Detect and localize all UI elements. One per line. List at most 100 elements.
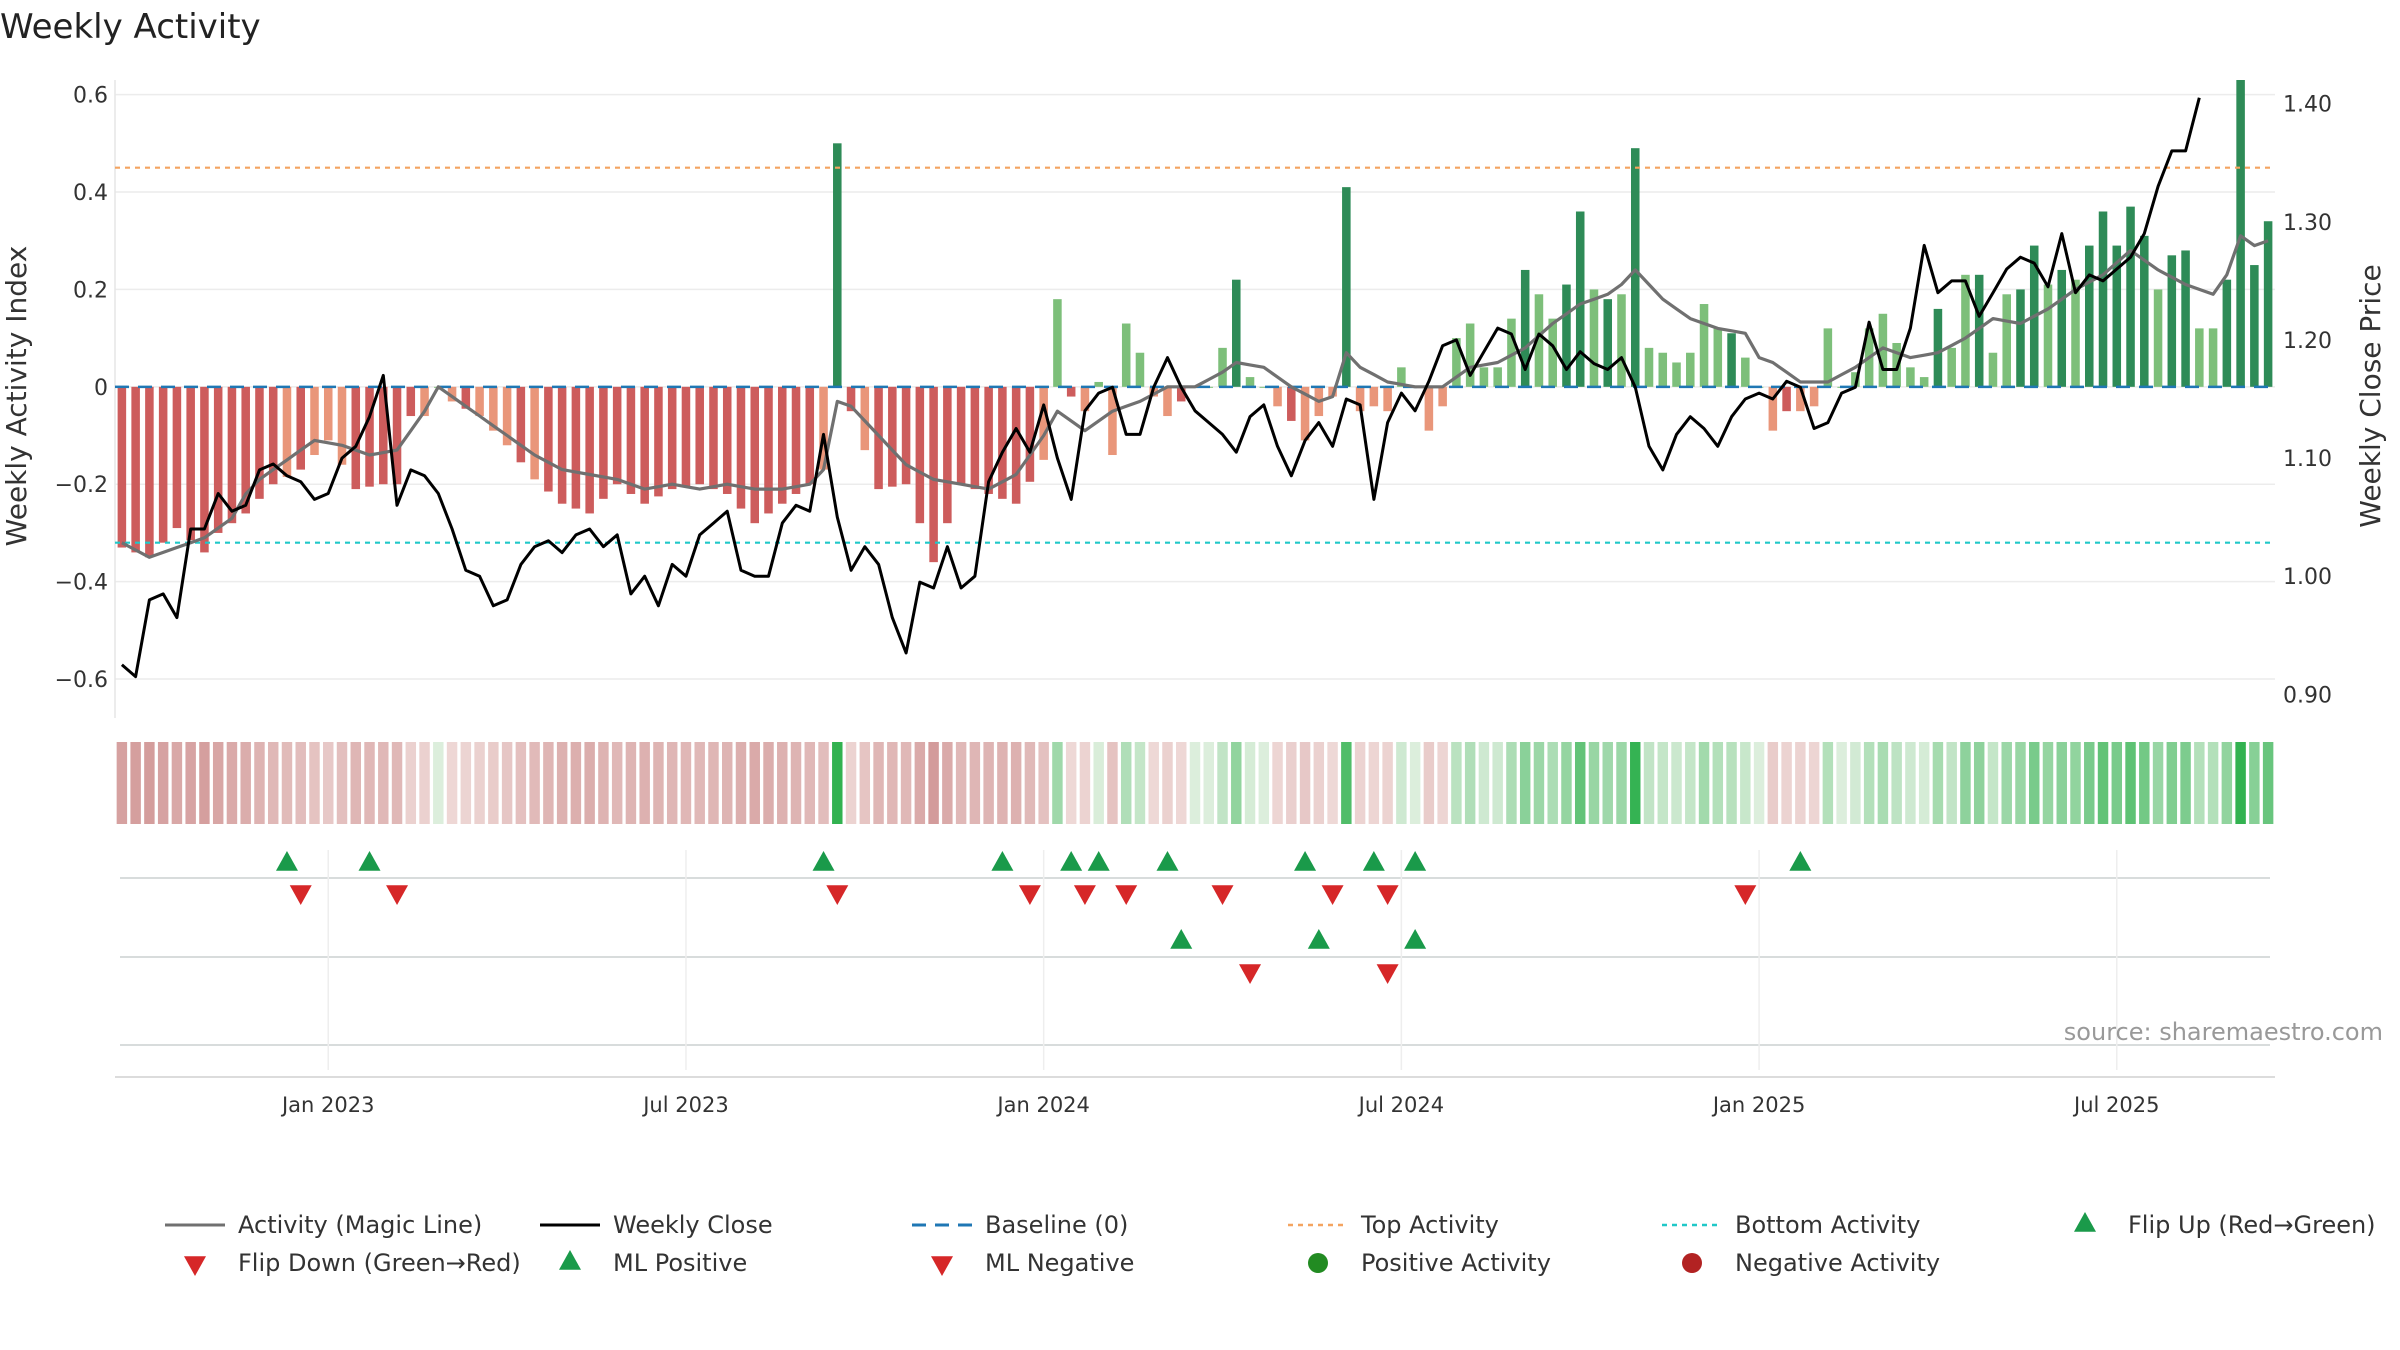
heat-cell <box>983 742 994 824</box>
heat-cell <box>1726 742 1737 824</box>
activity-bar <box>117 386 127 548</box>
heat-cell <box>295 742 306 824</box>
activity-bar <box>1520 269 1530 387</box>
heat-cell <box>2015 742 2026 824</box>
heat-cell <box>1093 742 1104 824</box>
legend-swatch <box>184 1256 206 1276</box>
heat-cell <box>405 742 417 824</box>
activity-bar <box>530 386 539 480</box>
activity-bar <box>1383 386 1392 412</box>
activity-bar <box>2085 245 2094 387</box>
activity-bar <box>1919 377 1929 387</box>
activity-bar <box>2181 250 2190 387</box>
activity-bar <box>929 386 938 563</box>
flip-up-marker <box>1362 851 1385 871</box>
main-gridlines <box>114 80 2275 718</box>
heat-cell <box>873 742 884 824</box>
activity-bar <box>1727 333 1736 387</box>
activity-bar <box>1121 323 1131 387</box>
date-tick-label: Jul 2025 <box>2072 1093 2159 1117</box>
activity-bar <box>255 386 264 499</box>
activity-bar <box>1397 367 1406 387</box>
heat-cell <box>1024 742 1036 824</box>
date-tick-label: Jan 2025 <box>1711 1093 1806 1117</box>
heat-cell <box>1189 742 1201 824</box>
flip-down-marker <box>289 885 312 905</box>
heat-cell <box>845 742 857 824</box>
heat-cell <box>942 742 953 824</box>
activity-bar <box>888 386 897 487</box>
right-axis-label: Weekly Close Price <box>2354 264 2387 527</box>
activity-bar <box>1080 386 1090 412</box>
activity-bar <box>1796 386 1805 412</box>
activity-bar <box>2250 265 2259 387</box>
activity-bar <box>1218 347 1227 387</box>
left-axis-ticks: 0.6 0.4 0.2 0 −0.2 −0.4 −0.6 <box>55 84 108 693</box>
activity-bar <box>612 386 622 485</box>
legend-swatch <box>1308 1253 1328 1273</box>
heat-cell <box>2056 742 2067 824</box>
heat-cell <box>900 742 912 824</box>
heat-cell <box>1203 742 1214 824</box>
legend-label: Bottom Activity <box>1735 1211 1920 1239</box>
heat-cell <box>2207 742 2219 824</box>
activity-bar <box>791 386 801 494</box>
reference-lines <box>115 166 2275 544</box>
heat-cell <box>1272 742 1283 824</box>
activity-bar <box>2002 294 2011 387</box>
right-tick-label: 1.20 <box>2283 329 2332 354</box>
activity-bar <box>406 386 416 417</box>
date-tick-label: Jul 2024 <box>1357 1093 1444 1117</box>
activity-bar <box>296 386 305 470</box>
activity-bar <box>1851 372 1860 387</box>
heat-cell <box>254 742 265 824</box>
activity-bar <box>709 386 718 490</box>
activity-bar <box>310 386 319 456</box>
heat-cell <box>1602 742 1613 824</box>
flip-down-marker <box>386 885 409 905</box>
legend-label: Positive Activity <box>1361 1249 1551 1277</box>
heat-cell <box>1437 742 1448 824</box>
flip-down-marker <box>826 885 849 905</box>
activity-bar <box>1658 352 1668 387</box>
heat-cell <box>708 742 719 824</box>
activity-heat-strip <box>116 742 2274 824</box>
heat-cell <box>488 742 499 824</box>
heat-cell <box>1781 742 1792 824</box>
heat-cell <box>226 742 238 824</box>
activity-bar <box>1823 328 1833 387</box>
activity-bar <box>2126 206 2135 387</box>
heat-cell <box>763 742 774 824</box>
left-tick-label: −0.6 <box>55 668 108 693</box>
heat-cell <box>543 742 554 824</box>
legend-label: ML Positive <box>613 1249 747 1277</box>
heat-cell <box>240 742 251 824</box>
heat-cell <box>2029 742 2040 824</box>
heat-cell <box>2097 742 2109 824</box>
heat-cell <box>350 742 361 824</box>
heat-cell <box>1341 742 1352 824</box>
activity-bar <box>1273 386 1282 407</box>
heat-cell <box>625 742 637 824</box>
flip-up-marker <box>812 851 835 871</box>
activity-bar <box>1878 313 1888 387</box>
right-tick-label: 1.30 <box>2283 211 2332 236</box>
heat-cell <box>281 742 293 824</box>
chart-title: Weekly Activity <box>0 7 261 47</box>
activity-bar <box>1300 386 1310 441</box>
heat-cell <box>309 742 320 824</box>
activity-bar <box>846 386 856 412</box>
heat-cell <box>1657 742 1668 824</box>
heat-cell <box>832 742 843 824</box>
heat-cell <box>749 742 760 824</box>
activity-bar <box>186 386 195 541</box>
flip-down-marker <box>1073 885 1096 905</box>
heat-cell <box>1616 742 1627 824</box>
date-tick-label: Jul 2023 <box>641 1093 728 1117</box>
flip-up-marker <box>275 851 298 871</box>
activity-bar <box>1768 386 1778 431</box>
activity-bar <box>2222 279 2232 387</box>
left-axis-label: Weekly Activity Index <box>0 246 33 547</box>
activity-bar <box>1479 367 1489 387</box>
heat-cell <box>1547 742 1558 824</box>
